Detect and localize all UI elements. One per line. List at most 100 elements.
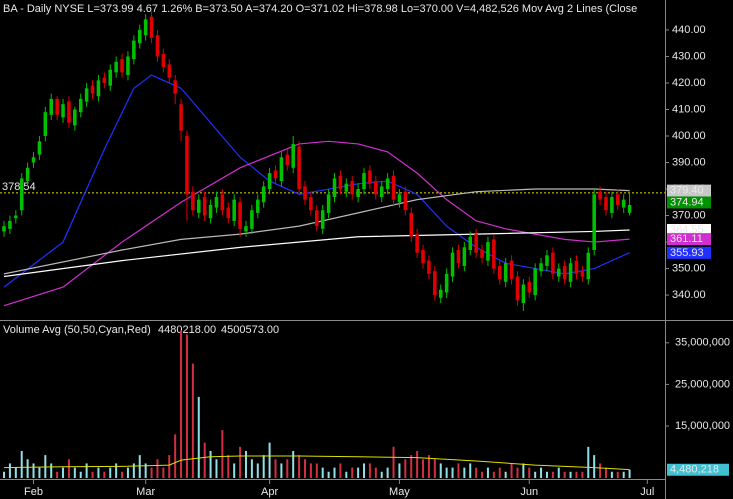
candle-body — [374, 181, 378, 195]
candle-body — [126, 56, 130, 76]
volume-bar — [115, 463, 118, 478]
x-tick-label: May — [389, 486, 410, 498]
candle-body — [167, 64, 172, 78]
candle-body — [114, 61, 118, 73]
volume-average — [4, 455, 630, 471]
volume-bar — [351, 467, 354, 478]
candle-body — [539, 263, 543, 272]
candle-body — [545, 255, 549, 266]
volume-bar — [244, 450, 247, 478]
candle-body — [279, 157, 284, 182]
volume-bar — [333, 467, 336, 478]
candle-body — [379, 186, 384, 197]
candle-body — [444, 273, 449, 293]
volume-bar — [215, 459, 218, 478]
candle-body — [362, 173, 366, 190]
candle-body — [273, 170, 278, 179]
candle-body — [385, 178, 390, 190]
volume-bar — [469, 463, 472, 478]
volume-bar — [180, 330, 183, 478]
volume-bar — [498, 467, 501, 478]
volume-bar — [298, 455, 301, 478]
volume-bar — [475, 467, 478, 478]
price-label: 364.55 — [670, 224, 704, 236]
x-tick-label: Feb — [24, 486, 43, 498]
volume-bar — [363, 463, 366, 478]
candle-body — [344, 183, 349, 192]
volume-bar — [380, 471, 383, 478]
x-tick-label: Jun — [520, 486, 538, 498]
candle-body — [61, 104, 65, 118]
volume-bar — [150, 467, 153, 478]
candle-body — [155, 35, 160, 57]
x-tick-label: Jul — [640, 486, 654, 498]
price-label-box — [667, 233, 711, 246]
volume-bar — [185, 334, 188, 478]
candle-body — [173, 80, 177, 94]
y-tick-label: 410.00 — [672, 103, 706, 115]
volume-bar — [274, 459, 277, 478]
candle-body — [503, 263, 508, 282]
volume-bar — [510, 463, 513, 478]
candle-body — [238, 202, 242, 229]
candle-body — [179, 104, 183, 131]
volume-bar — [280, 463, 283, 478]
volume-bar — [445, 467, 448, 478]
volume-bar — [67, 459, 70, 478]
candle-body — [297, 146, 301, 190]
candle-body — [574, 260, 579, 274]
volume-bar — [144, 463, 147, 478]
candle-body — [315, 210, 319, 227]
volume-bar — [368, 463, 371, 478]
x-tick-label: Apr — [261, 486, 278, 498]
volume-bar — [463, 467, 466, 478]
candle-body — [486, 242, 490, 261]
y-tick-label: 340.00 — [672, 289, 706, 301]
candle-body — [90, 85, 95, 94]
volume-bar — [209, 450, 212, 478]
volume-bar — [392, 446, 395, 478]
moving-average — [3, 140, 630, 307]
volume-bar — [451, 467, 454, 478]
y-tick-label: 25,000,000 — [675, 378, 730, 390]
volume-bar — [168, 455, 171, 478]
candle-body — [480, 250, 484, 258]
volume-bar — [593, 455, 596, 478]
volume-bar — [91, 471, 94, 478]
y-tick-label: 350.00 — [672, 262, 706, 274]
candle-body — [551, 252, 555, 274]
candle-body — [338, 175, 343, 190]
candle-body — [108, 69, 113, 86]
volume-bar — [569, 471, 572, 478]
volume-bar — [416, 450, 419, 478]
volume-bar — [286, 459, 289, 478]
candle-body — [427, 260, 431, 274]
volume-bar — [132, 463, 135, 478]
volume-bar — [227, 455, 230, 478]
candle-body — [78, 98, 83, 113]
candle-body — [120, 59, 124, 73]
price-label-box — [667, 196, 711, 209]
candle-body — [556, 268, 561, 277]
volume-bar — [121, 471, 124, 478]
volume-label: 4,480,218 — [670, 464, 719, 476]
price-label-box — [667, 246, 711, 259]
candle-body — [621, 199, 626, 208]
volume-bar — [581, 471, 584, 478]
level-label: 378.54 — [2, 181, 36, 193]
candle-body — [43, 112, 48, 137]
candle-body — [256, 199, 260, 213]
volume-bar — [20, 450, 23, 478]
candle-body — [196, 199, 201, 213]
candle-body — [627, 204, 632, 213]
candle-body — [468, 236, 473, 251]
volume-bar — [481, 471, 484, 478]
candle-body — [143, 19, 148, 36]
volume-bar — [8, 463, 11, 478]
candle-body — [598, 191, 602, 200]
volume-bar — [14, 467, 17, 478]
volume-bar — [221, 430, 224, 478]
volume-title: Volume Avg (50,50,Cyan,Red) — [3, 324, 151, 336]
